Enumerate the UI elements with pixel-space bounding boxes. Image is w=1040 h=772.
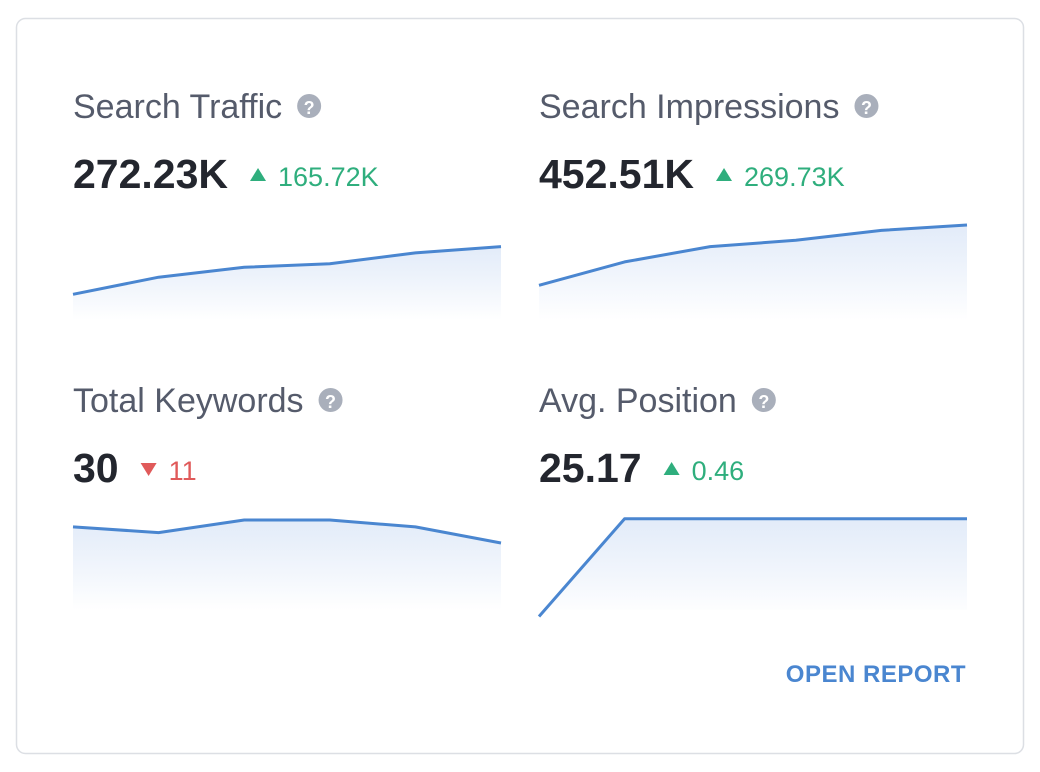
metric-change: 11 bbox=[169, 456, 197, 486]
metric-title: Total Keywords bbox=[73, 382, 304, 420]
metric-title: Avg. Position bbox=[539, 382, 737, 420]
sparkline bbox=[72, 245, 502, 296]
metric-value: 272.23K bbox=[73, 151, 228, 197]
help-icon bbox=[751, 388, 776, 412]
change-arrow bbox=[250, 168, 267, 181]
metric-value: 30 bbox=[73, 445, 119, 491]
metric-value: 452.51K bbox=[539, 151, 694, 197]
change-arrow bbox=[663, 462, 680, 475]
help-icon-glyph: ? bbox=[861, 98, 872, 118]
help-icon bbox=[318, 388, 343, 412]
metric-title: Search Impressions bbox=[539, 88, 839, 126]
metric-title: Search Traffic bbox=[73, 88, 282, 126]
sparkline bbox=[538, 223, 968, 287]
sparkline bbox=[72, 518, 502, 545]
help-icon-glyph: ? bbox=[758, 392, 769, 412]
metric-change: 165.72K bbox=[278, 162, 379, 192]
help-icon-glyph: ? bbox=[304, 98, 315, 118]
metric-change: 269.73K bbox=[744, 162, 845, 192]
help-icon-glyph: ? bbox=[325, 392, 336, 412]
open-report-link[interactable]: OPEN REPORT bbox=[786, 661, 966, 688]
metric-change: 0.46 bbox=[692, 456, 745, 486]
sparkline bbox=[537, 517, 967, 618]
change-arrow bbox=[716, 168, 733, 181]
change-arrow bbox=[140, 463, 157, 476]
sparkline-area bbox=[73, 246, 501, 320]
help-icon bbox=[297, 94, 322, 118]
sparkline-area bbox=[73, 520, 501, 610]
sparkline-area bbox=[539, 225, 967, 320]
sparkline-area bbox=[539, 518, 967, 617]
metric-value: 25.17 bbox=[539, 445, 642, 491]
help-icon bbox=[854, 94, 879, 118]
